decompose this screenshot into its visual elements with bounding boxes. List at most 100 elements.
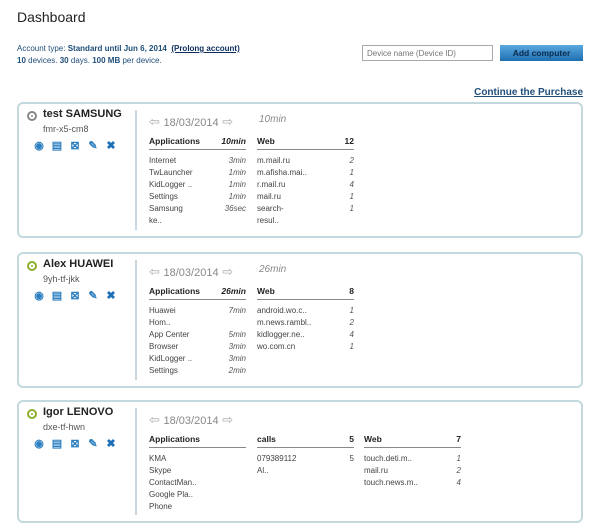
calendar-delete-icon[interactable]: ⊠: [70, 438, 80, 450]
list-item: m.afisha.mai.. 1: [257, 167, 354, 179]
item-name: Settings: [149, 366, 178, 375]
device-actions: ◉ ▤ ⊠ ✎ ✖: [33, 290, 117, 302]
column-header: Applications 10min: [149, 136, 246, 150]
item-name: resul..: [257, 216, 279, 225]
item-value: 5: [349, 454, 354, 463]
device-card: Alex HUAWEI 9yh-tf-jkk ◉ ▤ ⊠ ✎ ✖ ⇦ 18/03/2014 ⇨…: [17, 252, 583, 388]
calendar-icon[interactable]: ▤: [51, 290, 63, 302]
column-count: 7: [456, 434, 461, 444]
prolong-account-link[interactable]: (Prolong account): [171, 44, 240, 53]
item-name: KidLogger ..: [149, 354, 193, 363]
list-item: wo.com.cn 1: [257, 341, 354, 353]
item-value: 1min: [228, 192, 246, 201]
column-count: 12: [344, 136, 354, 146]
status-indicator-icon: [27, 111, 37, 121]
item-name: m.mail.ru: [257, 156, 290, 165]
pencil-icon[interactable]: ✎: [88, 438, 98, 450]
next-date-arrow-icon[interactable]: ⇨: [218, 114, 234, 129]
next-date-arrow-icon[interactable]: ⇨: [218, 412, 234, 427]
list-item: r.mail.ru 4: [257, 179, 354, 191]
calendar-delete-icon[interactable]: ⊠: [70, 290, 80, 302]
device-count: 10: [17, 56, 26, 65]
item-value: 1: [349, 204, 354, 213]
eye-icon[interactable]: ◉: [34, 290, 44, 302]
item-name: KMA: [149, 454, 167, 463]
item-name: Phone: [149, 502, 173, 511]
device-name[interactable]: Igor LENOVO: [43, 406, 114, 418]
item-name: Browser: [149, 342, 179, 351]
pencil-icon[interactable]: ✎: [88, 290, 98, 302]
prev-date-arrow-icon[interactable]: ⇦: [149, 264, 164, 279]
list-item: Samsung 36sec: [149, 203, 246, 215]
eye-icon[interactable]: ◉: [34, 140, 44, 152]
item-value: 1: [349, 168, 354, 177]
item-value: 2: [349, 156, 354, 165]
item-value: 7min: [228, 306, 246, 315]
storage-label: per device.: [122, 56, 162, 65]
delete-icon[interactable]: ✖: [106, 140, 116, 152]
status-indicator-icon: [27, 261, 37, 271]
item-name: Huawei: [149, 306, 176, 315]
list-item: KMA: [149, 453, 246, 465]
eye-icon[interactable]: ◉: [34, 438, 44, 450]
page-title: Dashboard: [17, 9, 86, 25]
divider: [135, 260, 137, 380]
next-date-arrow-icon[interactable]: ⇨: [218, 264, 234, 279]
total-time: 26min: [259, 264, 287, 275]
continue-purchase-link[interactable]: Continue the Purchase: [474, 87, 583, 98]
prev-date-arrow-icon[interactable]: ⇦: [149, 114, 164, 129]
stats-column-applications: Applications 10min Internet 3min TwLauncher 1…: [149, 136, 246, 227]
calendar-delete-icon[interactable]: ⊠: [70, 140, 80, 152]
item-value: 1: [456, 454, 461, 463]
device-card: test SAMSUNG fmr-x5-cm8 ◉ ▤ ⊠ ✎ ✖ ⇦ 18/03/2014 …: [17, 102, 583, 238]
list-item: Settings 1min: [149, 191, 246, 203]
item-value: 36sec: [224, 204, 246, 213]
item-name: Internet: [149, 156, 177, 165]
list-item: KidLogger .. 1min: [149, 179, 246, 191]
item-name: mail.ru: [257, 192, 282, 201]
prev-date-arrow-icon[interactable]: ⇦: [149, 412, 164, 427]
item-name: Google Pla..: [149, 490, 194, 499]
list-item: resul..: [257, 215, 354, 227]
pencil-icon[interactable]: ✎: [88, 140, 98, 152]
column-title: Web: [364, 434, 382, 444]
device-name[interactable]: Alex HUAWEI: [43, 258, 114, 270]
item-name: mail.ru: [364, 466, 389, 475]
list-item: Huawei 7min: [149, 305, 246, 317]
delete-icon[interactable]: ✖: [106, 438, 116, 450]
device-id: dxe-tf-hwn: [43, 422, 86, 432]
column-count: 26min: [221, 286, 246, 296]
current-date: 18/03/2014: [163, 267, 219, 279]
list-item: mail.ru 1: [257, 191, 354, 203]
device-card: Igor LENOVO dxe-tf-hwn ◉ ▤ ⊠ ✎ ✖ ⇦ 18/03/2014 ⇨…: [17, 400, 583, 523]
item-name: Samsung: [149, 204, 183, 213]
item-name: kidlogger.ne..: [257, 330, 305, 339]
delete-icon[interactable]: ✖: [106, 290, 116, 302]
calendar-icon[interactable]: ▤: [51, 438, 63, 450]
list-item: touch.news.m.. 4: [364, 477, 461, 489]
list-item: Google Pla..: [149, 489, 246, 501]
item-name: Al..: [257, 466, 269, 475]
item-value: 4: [349, 180, 354, 189]
column-count: 8: [349, 286, 354, 296]
item-value: 2min: [228, 366, 246, 375]
date-navigator: ⇦ 18/03/2014 ⇨: [149, 264, 233, 280]
calendar-icon[interactable]: ▤: [51, 140, 63, 152]
item-name: android.wo.c..: [257, 306, 307, 315]
column-count: 5: [349, 434, 354, 444]
column-title: Web: [257, 286, 275, 296]
item-name: Settings: [149, 192, 178, 201]
total-time: 10min: [259, 114, 287, 125]
list-item: Hom..: [149, 317, 246, 329]
storage: 100 MB: [92, 56, 121, 65]
device-name[interactable]: test SAMSUNG: [43, 108, 122, 120]
device-name-input[interactable]: [362, 45, 493, 61]
column-title: Applications: [149, 136, 201, 146]
divider: [135, 110, 137, 230]
device-info: Igor LENOVO dxe-tf-hwn ◉ ▤ ⊠ ✎ ✖: [19, 402, 137, 521]
add-computer-button[interactable]: Add computer: [500, 45, 583, 61]
list-item: mail.ru 2: [364, 465, 461, 477]
date-navigator: ⇦ 18/03/2014 ⇨: [149, 114, 233, 130]
list-item: ke..: [149, 215, 246, 227]
list-item: Phone: [149, 501, 246, 513]
